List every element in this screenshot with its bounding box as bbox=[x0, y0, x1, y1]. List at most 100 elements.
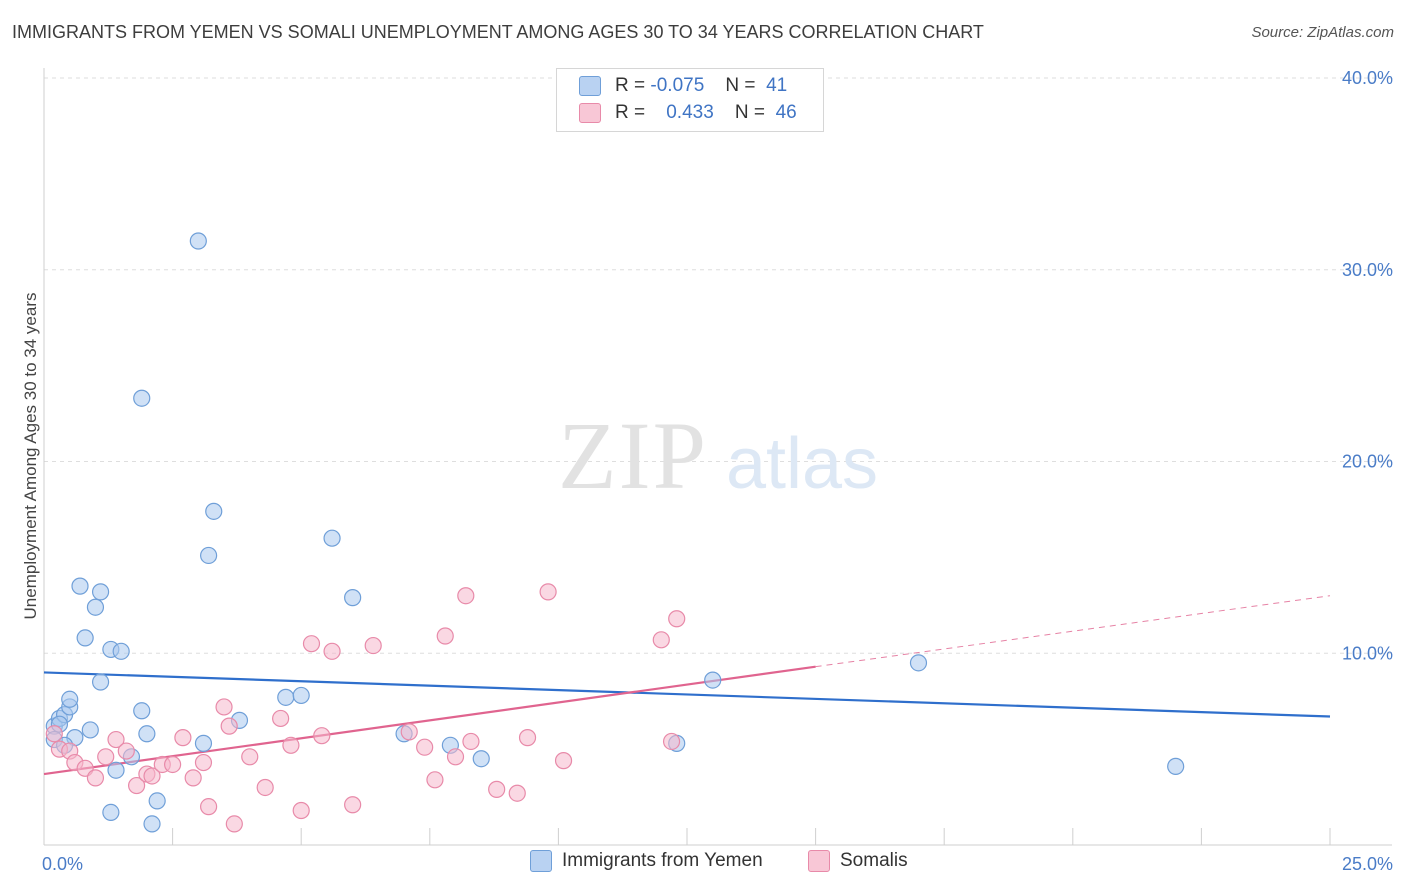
point-somalis bbox=[215, 698, 233, 716]
point-somalis bbox=[323, 642, 341, 660]
point-somalis bbox=[97, 748, 115, 766]
point-yemen bbox=[148, 792, 166, 810]
watermark-zip: ZIP bbox=[558, 402, 708, 509]
point-yemen bbox=[704, 671, 722, 689]
point-somalis bbox=[220, 717, 238, 735]
point-somalis bbox=[256, 778, 274, 797]
point-somalis bbox=[164, 755, 182, 774]
point-yemen bbox=[133, 702, 151, 720]
point-yemen bbox=[138, 725, 156, 743]
point-somalis bbox=[174, 729, 192, 747]
point-yemen bbox=[472, 750, 490, 768]
point-somalis bbox=[518, 729, 537, 747]
point-yemen bbox=[76, 629, 94, 647]
point-yemen bbox=[91, 583, 110, 601]
trend-line-yemen bbox=[43, 671, 1331, 718]
y-tick-label: 10.0% bbox=[1342, 643, 1393, 663]
series-legend-somalis: Somalis bbox=[808, 850, 908, 872]
chart-title: IMMIGRANTS FROM YEMEN VS SOMALI UNEMPLOY… bbox=[12, 22, 984, 42]
point-somalis bbox=[446, 748, 465, 766]
point-somalis bbox=[426, 771, 444, 789]
point-yemen bbox=[200, 546, 218, 565]
point-yemen bbox=[292, 686, 310, 705]
point-somalis bbox=[668, 610, 686, 628]
point-yemen bbox=[205, 502, 223, 520]
point-somalis bbox=[662, 732, 681, 751]
yemen-swatch bbox=[579, 75, 601, 96]
point-somalis bbox=[652, 631, 670, 649]
n-value-yemen: 41 bbox=[766, 75, 788, 96]
point-somalis bbox=[292, 801, 310, 820]
axes bbox=[43, 68, 1392, 846]
point-yemen bbox=[143, 815, 161, 833]
point-somalis bbox=[302, 635, 321, 653]
point-yemen bbox=[909, 654, 928, 672]
point-somalis bbox=[554, 752, 573, 770]
watermark: ZIP atlas bbox=[558, 402, 878, 509]
point-yemen bbox=[91, 673, 110, 691]
y-tick-label: 20.0% bbox=[1342, 452, 1393, 472]
yemen-legend-label: Immigrants from Yemen bbox=[562, 850, 763, 872]
point-yemen bbox=[1167, 757, 1185, 775]
r-value-yemen: -0.075 bbox=[650, 75, 705, 96]
data-points bbox=[45, 232, 1185, 833]
y-tick-label: 30.0% bbox=[1342, 260, 1393, 280]
point-somalis bbox=[225, 815, 243, 833]
trend-line-somalis-extension bbox=[815, 595, 1331, 668]
point-somalis bbox=[184, 769, 202, 787]
watermark-atlas: atlas bbox=[726, 424, 878, 504]
point-yemen bbox=[323, 529, 341, 547]
point-somalis bbox=[457, 587, 475, 605]
point-somalis bbox=[436, 627, 454, 645]
source-label: Source: ZipAtlas.com bbox=[1251, 24, 1394, 41]
legend-row-somalis: R = 0.433 N = 46 bbox=[579, 102, 797, 128]
tick-labels: 10.0% 20.0% 30.0% 40.0% 0.0% 25.0% bbox=[42, 68, 1393, 874]
point-somalis bbox=[539, 583, 557, 601]
point-somalis bbox=[143, 767, 161, 785]
point-somalis bbox=[200, 798, 218, 816]
stats-legend: R = -0.075 N = 41 R = 0.433 N = 46 bbox=[556, 68, 824, 132]
somalis-legend-label: Somalis bbox=[840, 850, 908, 872]
point-yemen bbox=[61, 690, 79, 708]
somalis-legend-swatch bbox=[808, 850, 830, 872]
r-value-somalis: 0.433 bbox=[666, 102, 714, 123]
point-somalis bbox=[282, 736, 300, 754]
point-somalis bbox=[86, 769, 105, 787]
n-label: N = bbox=[734, 102, 766, 123]
point-somalis bbox=[364, 636, 382, 655]
n-value-somalis: 46 bbox=[775, 102, 797, 123]
point-somalis bbox=[194, 753, 213, 772]
point-somalis bbox=[313, 727, 331, 745]
point-yemen bbox=[86, 598, 105, 616]
y-tick-label: 40.0% bbox=[1342, 68, 1393, 88]
point-somalis bbox=[344, 796, 362, 814]
somalis-swatch bbox=[579, 102, 601, 123]
yemen-legend-swatch bbox=[530, 850, 552, 872]
point-yemen bbox=[133, 389, 151, 407]
grid-lines bbox=[44, 77, 1392, 654]
point-somalis bbox=[117, 742, 135, 760]
point-yemen bbox=[277, 688, 295, 706]
point-somalis bbox=[241, 748, 259, 766]
x-tick-label-max: 25.0% bbox=[1342, 854, 1393, 874]
point-somalis bbox=[462, 732, 480, 751]
point-somalis bbox=[107, 730, 125, 749]
trend-lines bbox=[43, 595, 1331, 776]
y-axis-title: Unemployment Among Ages 30 to 34 years bbox=[21, 293, 40, 620]
r-label: R = bbox=[615, 102, 646, 123]
point-somalis bbox=[488, 780, 506, 798]
n-label: N = bbox=[725, 75, 756, 96]
point-somalis bbox=[45, 725, 63, 743]
legend-row-yemen: R = -0.075 N = 41 bbox=[579, 75, 787, 101]
point-somalis bbox=[508, 784, 526, 802]
point-yemen bbox=[189, 232, 207, 250]
point-yemen bbox=[71, 577, 89, 595]
point-somalis bbox=[400, 723, 418, 741]
point-somalis bbox=[127, 776, 146, 795]
r-label: R = bbox=[615, 75, 646, 96]
x-tick-label-min: 0.0% bbox=[42, 854, 83, 874]
point-yemen bbox=[344, 589, 362, 607]
point-somalis bbox=[416, 738, 434, 756]
point-yemen bbox=[194, 734, 213, 752]
